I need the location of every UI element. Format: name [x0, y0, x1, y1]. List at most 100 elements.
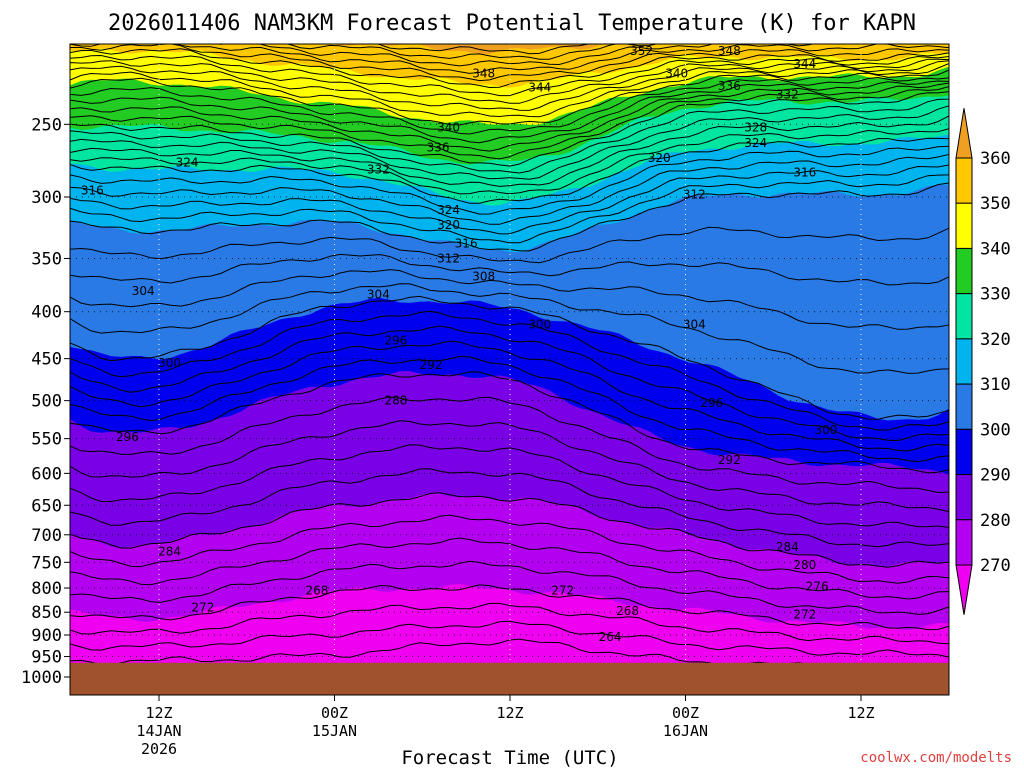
- colorbar-tick-label: 290: [980, 466, 1011, 486]
- contour-line-300: [70, 295, 949, 420]
- contour-label: 348: [718, 44, 741, 58]
- contour-label: 336: [718, 79, 741, 93]
- contour-line-348: [70, 54, 949, 97]
- colorbar-tick-label: 350: [980, 194, 1011, 214]
- colorbar-tick-label: 310: [980, 375, 1011, 395]
- contour-line-302: [70, 283, 949, 374]
- colorbar-band-340: [955, 202, 973, 249]
- contour-line-346: [70, 58, 949, 104]
- contour-line-306: [70, 253, 949, 286]
- colorbar-bottom-arrow: [955, 564, 973, 615]
- contour-line-344: [70, 60, 949, 111]
- colorbar-band-280: [955, 474, 973, 521]
- y-tick-label: 950: [31, 648, 62, 668]
- contour-label: 320: [648, 151, 671, 165]
- y-tick-label: 450: [31, 350, 62, 370]
- colorbar-tick-label: 300: [980, 420, 1011, 440]
- colorbar-top-arrow: [955, 108, 973, 159]
- contour-label: 300: [158, 356, 181, 370]
- contour-line-314: [70, 164, 949, 235]
- y-tick-label: 350: [31, 249, 62, 269]
- chart-title: 2026011406 NAM3KM Forecast Potential Tem…: [108, 11, 916, 36]
- contour-label: 320: [437, 218, 460, 232]
- contour-line-292: [70, 355, 949, 463]
- colorbar-tick-label: 280: [980, 511, 1011, 531]
- contour-label: 296: [116, 430, 139, 444]
- contour-label: 288: [384, 394, 407, 408]
- contour-line-304: [70, 269, 949, 330]
- contour-line-278: [70, 514, 949, 584]
- contour-line-270: [70, 602, 949, 645]
- colorbar-band-270: [955, 519, 973, 566]
- contour-line-338: [70, 76, 949, 135]
- contour-label: 300: [528, 317, 551, 331]
- colorbar-band-350: [955, 157, 973, 204]
- contour-label: 272: [793, 608, 816, 622]
- contour-label: 276: [806, 580, 829, 594]
- contour-label: 316: [81, 183, 104, 197]
- contour-label: 264: [599, 630, 622, 644]
- contour-line-288: [70, 396, 949, 494]
- y-tick-label: 1000: [21, 668, 62, 688]
- contour-label: 268: [616, 604, 639, 618]
- contour-label: 292: [718, 453, 741, 467]
- colorbar-tick-label: 270: [980, 556, 1011, 576]
- contour-label: 308: [472, 269, 495, 283]
- colorbar-tick-label: 360: [980, 149, 1011, 169]
- x-tick-label: 12Z: [847, 704, 874, 722]
- contour-label: 332: [776, 88, 799, 102]
- contour-line-324: [70, 115, 949, 187]
- x-tick-label: 00Z: [321, 704, 348, 722]
- contour-line-268: [70, 620, 949, 658]
- y-tick-label: 300: [31, 188, 62, 208]
- y-tick-label: 600: [31, 464, 62, 484]
- contour-line-296: [70, 325, 949, 442]
- colorbar-tick-label: 330: [980, 285, 1011, 305]
- contour-label: 340: [437, 120, 460, 134]
- contour-label: 316: [455, 236, 478, 250]
- contour-label: 296: [700, 396, 723, 410]
- colorbar-band-330: [955, 247, 973, 295]
- contour-label: 280: [793, 558, 816, 572]
- contour-line-342: [70, 63, 949, 118]
- contour-label: 292: [420, 358, 443, 372]
- y-tick-label: 500: [31, 392, 62, 412]
- x-tick-label: 12Z: [145, 704, 172, 722]
- contour-label: 340: [665, 66, 688, 80]
- contour-line-358: [285, 44, 659, 60]
- contour-line-328: [70, 98, 949, 174]
- y-tick-label: 400: [31, 303, 62, 323]
- y-tick-label: 800: [31, 579, 62, 599]
- contour-line-326: [70, 105, 949, 180]
- x-axis-label: Forecast Time (UTC): [401, 747, 618, 768]
- x-tick-label: 00Z: [672, 704, 699, 722]
- contour-line-356: [214, 44, 816, 67]
- contour-label: 268: [305, 584, 328, 598]
- colorbar-tick-label: 340: [980, 239, 1011, 259]
- contour-line-360: [376, 44, 591, 55]
- y-tick-label: 750: [31, 553, 62, 573]
- y-tick-label: 850: [31, 603, 62, 623]
- contour-label: 300: [814, 423, 837, 437]
- contour-line-334: [70, 82, 949, 152]
- contour-line-312: [70, 174, 949, 244]
- contour-label: 328: [744, 120, 767, 134]
- contour-label: 324: [176, 155, 199, 169]
- contour-label: 348: [472, 66, 495, 80]
- contour-line-336: [70, 80, 949, 144]
- contour-label: 344: [528, 81, 551, 95]
- x-tick-label: 15JAN: [312, 722, 357, 740]
- credit-text: coolwx.com/modelts: [860, 750, 1012, 766]
- grid-lines: [70, 44, 949, 695]
- contour-label: 304: [367, 287, 390, 301]
- contour-label: 332: [367, 162, 390, 176]
- contour-line-274: [70, 560, 949, 615]
- contour-label: 304: [132, 284, 155, 298]
- contour-line-354: [70, 44, 949, 74]
- ground-surface: [70, 662, 949, 695]
- y-tick-label: 650: [31, 496, 62, 516]
- contour-label: 272: [551, 584, 574, 598]
- x-tick-label: 12Z: [496, 704, 523, 722]
